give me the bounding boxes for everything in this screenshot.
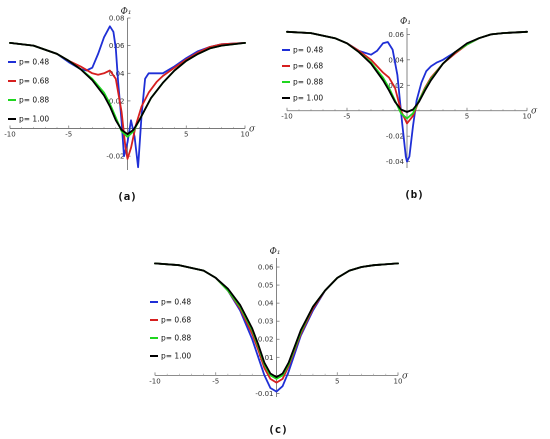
x-tick-label: -10 bbox=[149, 377, 160, 385]
y-tick-label: 0.02 bbox=[388, 82, 404, 90]
y-axis-label: Φ₁ bbox=[121, 7, 132, 17]
y-axis-label: Φ₁ bbox=[400, 17, 411, 27]
y-tick-label: 0.04 bbox=[388, 56, 404, 64]
y-tick-label: 0.08 bbox=[109, 15, 125, 23]
y-tick-label: -0.04 bbox=[386, 158, 405, 166]
series-line-4 bbox=[154, 262, 399, 378]
panel-label: (a) bbox=[117, 190, 137, 203]
legend-entry: p= 0.48 bbox=[19, 58, 49, 67]
x-tick-label: -10 bbox=[4, 131, 15, 139]
legend-entry: p= 0.88 bbox=[293, 78, 323, 87]
legend-entry: p= 0.88 bbox=[19, 96, 49, 105]
legend-entry: p= 1.00 bbox=[19, 115, 49, 124]
x-tick-label: 5 bbox=[465, 113, 469, 121]
legend-entry: p= 0.68 bbox=[19, 77, 49, 86]
legend-entry: p= 0.48 bbox=[293, 46, 323, 55]
legend-entry: p= 0.68 bbox=[293, 62, 323, 71]
x-axis-label: σ bbox=[249, 125, 256, 135]
y-tick-label: 0.05 bbox=[258, 282, 274, 290]
x-axis-label: σ bbox=[531, 107, 538, 117]
legend-entry: p= 1.00 bbox=[293, 94, 323, 103]
y-tick-label: -0.01 bbox=[255, 390, 273, 398]
series-line-4 bbox=[9, 42, 246, 135]
y-tick-label: 0.01 bbox=[258, 354, 274, 362]
y-tick-label: 0.06 bbox=[109, 42, 125, 50]
x-axis-label: σ bbox=[402, 371, 409, 381]
y-tick-label: 0.02 bbox=[109, 97, 125, 105]
x-tick-label: 10 bbox=[523, 113, 532, 121]
y-tick-label: -0.02 bbox=[106, 153, 124, 161]
y-tick-label: 0.03 bbox=[258, 318, 274, 326]
y-axis-label: Φ₁ bbox=[270, 247, 281, 257]
x-tick-label: 5 bbox=[335, 377, 339, 385]
series-line-4 bbox=[286, 30, 528, 113]
x-tick-label: -5 bbox=[212, 377, 219, 385]
legend-entry: p= 0.88 bbox=[161, 334, 191, 343]
x-tick-label: 10 bbox=[394, 377, 403, 385]
y-tick-label: 0.02 bbox=[258, 336, 274, 344]
series-line-2 bbox=[9, 42, 246, 160]
chart-panel-2: -10 -5 5 10 -0.04 -0.02 0.02 0.04 0.06 σ Φ₁ p= 0.48… bbox=[281, 17, 538, 201]
legend-entry: p= 1.00 bbox=[161, 352, 191, 361]
panel-label: (c) bbox=[268, 423, 288, 436]
x-tick-label: -5 bbox=[65, 131, 72, 139]
y-tick-label: -0.02 bbox=[386, 133, 404, 141]
x-tick-label: 10 bbox=[241, 131, 250, 139]
panel-label: (b) bbox=[404, 188, 424, 201]
y-tick-label: 0.06 bbox=[258, 264, 274, 272]
y-tick-label: 0.06 bbox=[388, 31, 404, 39]
x-tick-label: 5 bbox=[184, 131, 188, 139]
legend-entry: p= 0.48 bbox=[161, 298, 191, 307]
y-tick-label: 0.04 bbox=[258, 300, 274, 308]
x-tick-label: -10 bbox=[281, 113, 292, 121]
legend-entry: p= 0.68 bbox=[161, 316, 191, 325]
chart-panel-3: -10 -5 5 10 -0.01 0.01 0.02 0.03 0.04 0.05 0.06 σ Φ₁… bbox=[149, 247, 409, 436]
x-tick-label: -5 bbox=[344, 113, 351, 121]
